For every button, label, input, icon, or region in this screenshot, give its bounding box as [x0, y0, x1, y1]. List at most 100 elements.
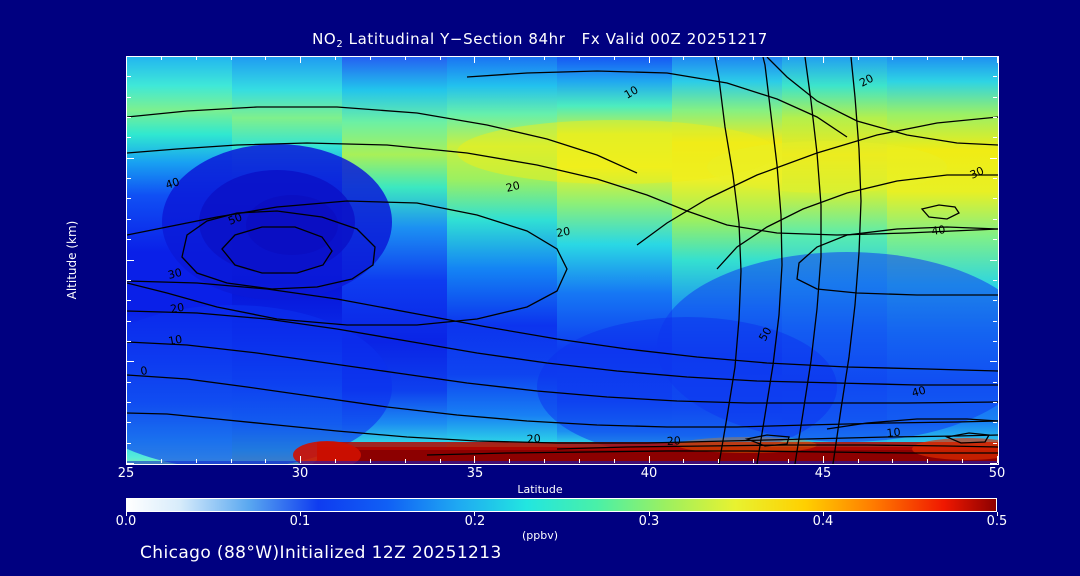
colorbar-tick-2: 0.2	[464, 514, 486, 529]
x-tick-top-43	[753, 56, 754, 60]
colorbar-tick-3: 0.3	[638, 514, 660, 529]
x-tick-top-36	[509, 56, 510, 60]
colorbar-tick-mark-4	[823, 512, 824, 516]
y-tick-18	[127, 97, 131, 98]
x-tick-50	[997, 456, 998, 463]
y-tick-4	[127, 382, 131, 383]
x-tick-35	[474, 456, 475, 463]
x-tick-41	[683, 459, 684, 463]
x-tick-27	[196, 459, 197, 463]
x-tick-44	[788, 459, 789, 463]
colorbar-tick-mark-0	[126, 512, 127, 516]
x-tick-49	[962, 459, 963, 463]
plot-title-rest: Latitudinal Y−Section 84hr Fx Valid 00Z …	[343, 30, 768, 48]
y-tick-right-8	[993, 300, 997, 301]
x-tick-label-25: 25	[117, 466, 135, 481]
x-tick-33	[405, 459, 406, 463]
x-tick-label-45: 45	[814, 466, 832, 481]
x-tick-39	[614, 459, 615, 463]
x-tick-top-28	[231, 56, 232, 60]
svg-text:20: 20	[169, 301, 185, 316]
x-tick-32	[370, 459, 371, 463]
x-tick-top-40	[649, 56, 650, 63]
x-tick-30	[300, 456, 301, 463]
y-tick-right-4	[993, 382, 997, 383]
x-tick-label-35: 35	[466, 466, 484, 481]
x-tick-top-42	[718, 56, 719, 60]
cross-section-plot[interactable]: 0 10 20 30 40 50 10 20 20 20 30 40 50 40…	[126, 56, 999, 465]
x-tick-26	[161, 459, 162, 463]
x-tick-42	[718, 459, 719, 463]
y-tick-19	[127, 76, 131, 77]
x-tick-45	[823, 456, 824, 463]
x-tick-top-29	[265, 56, 266, 60]
x-tick-top-30	[300, 56, 301, 63]
y-tick-right-6	[993, 341, 997, 342]
y-tick-right-20	[990, 56, 997, 57]
colorbar-units-label: (ppbv)	[521, 529, 559, 542]
contour-labels: 0 10 20 30 40 50 10 20 20 20 30 40 50 40…	[140, 72, 986, 448]
svg-text:20: 20	[505, 179, 522, 195]
plot-title-species: NO	[312, 30, 337, 48]
x-tick-28	[231, 459, 232, 463]
svg-text:40: 40	[910, 384, 927, 400]
figure-caption: Chicago (88°W)Initialized 12Z 20251213	[140, 543, 502, 563]
y-tick-13	[127, 198, 131, 199]
colorbar-gradient	[126, 498, 997, 512]
y-tick-right-17	[993, 117, 997, 118]
y-tick-right-18	[993, 97, 997, 98]
y-tick-7	[127, 321, 131, 322]
y-tick-right-11	[993, 239, 997, 240]
x-tick-top-49	[962, 56, 963, 60]
svg-text:20: 20	[857, 72, 875, 90]
x-tick-34	[440, 459, 441, 463]
x-tick-top-50	[997, 56, 998, 63]
svg-text:10: 10	[622, 83, 641, 101]
colorbar-tick-4: 0.4	[812, 514, 834, 529]
y-tick-right-10	[990, 260, 997, 261]
x-tick-top-47	[892, 56, 893, 60]
x-tick-47	[892, 459, 893, 463]
x-tick-top-37	[544, 56, 545, 60]
svg-text:30: 30	[968, 164, 986, 182]
colorbar-tick-mark-2	[474, 512, 475, 516]
y-tick-right-3	[993, 402, 997, 403]
colorbar	[126, 498, 997, 512]
y-tick-20	[127, 56, 134, 57]
x-tick-31	[335, 459, 336, 463]
colorbar-tick-mark-3	[649, 512, 650, 516]
x-tick-40	[649, 456, 650, 463]
x-tick-top-33	[405, 56, 406, 60]
x-tick-top-39	[614, 56, 615, 60]
y-tick-1	[127, 443, 131, 444]
y-axis-title: Altitude (km)	[65, 220, 79, 300]
x-tick-36	[509, 459, 510, 463]
y-tick-right-0	[990, 463, 997, 464]
y-tick-0	[127, 463, 134, 464]
x-tick-46	[858, 459, 859, 463]
x-tick-top-26	[161, 56, 162, 60]
svg-text:10: 10	[886, 426, 901, 440]
y-tick-14	[127, 178, 131, 179]
y-tick-right-13	[993, 198, 997, 199]
y-tick-right-19	[993, 76, 997, 77]
x-axis-title: Latitude	[517, 483, 563, 496]
y-tick-10	[127, 260, 134, 261]
x-tick-label-30: 30	[291, 466, 309, 481]
x-tick-29	[265, 459, 266, 463]
svg-text:20: 20	[666, 434, 681, 448]
wind-speed-contours	[127, 57, 998, 464]
plot-title: NO2 Latitudinal Y−Section 84hr Fx Valid …	[0, 30, 1080, 50]
x-tick-37	[544, 459, 545, 463]
x-tick-label-40: 40	[640, 466, 658, 481]
x-tick-25	[126, 456, 127, 463]
y-tick-right-16	[993, 137, 997, 138]
x-tick-top-32	[370, 56, 371, 60]
y-tick-right-15	[990, 158, 997, 159]
y-tick-12	[127, 219, 131, 220]
x-tick-38	[579, 459, 580, 463]
y-tick-right-7	[993, 321, 997, 322]
x-tick-43	[753, 459, 754, 463]
y-tick-right-9	[993, 280, 997, 281]
